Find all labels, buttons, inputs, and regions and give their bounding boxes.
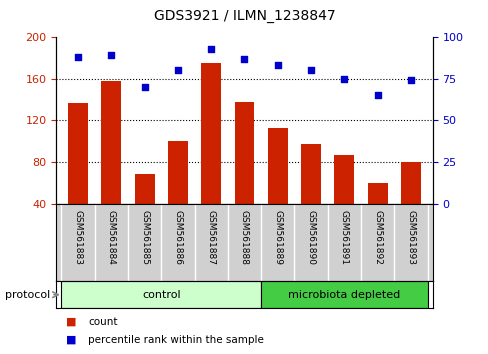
Text: percentile rank within the sample: percentile rank within the sample [88,335,264,345]
Text: count: count [88,317,117,327]
Text: ■: ■ [66,335,76,345]
Point [174,68,182,73]
Point [340,76,347,81]
Text: microbiota depleted: microbiota depleted [288,290,400,300]
Bar [61,281,261,308]
Text: GSM561885: GSM561885 [140,210,149,265]
Text: GSM561892: GSM561892 [372,210,382,265]
Text: GSM561887: GSM561887 [206,210,215,265]
Bar [367,183,387,204]
Text: control: control [142,290,180,300]
Text: GSM561886: GSM561886 [173,210,182,265]
Point [74,54,81,60]
Bar [101,81,121,204]
Point [240,56,248,62]
Text: protocol: protocol [5,290,50,300]
Bar [167,141,187,204]
Text: GSM561891: GSM561891 [339,210,348,265]
Bar [301,144,321,204]
Bar [267,128,287,204]
Text: GDS3921 / ILMN_1238847: GDS3921 / ILMN_1238847 [153,9,335,23]
Text: GSM561884: GSM561884 [106,210,116,265]
Bar [400,162,420,204]
Bar [261,281,427,308]
Point [273,63,281,68]
Point [207,46,215,52]
Point [141,84,148,90]
Text: GSM561889: GSM561889 [273,210,282,265]
Bar [134,175,154,204]
Point [107,53,115,58]
Text: GSM561883: GSM561883 [73,210,82,265]
Point [373,93,381,98]
Point [306,68,314,73]
Text: GSM561888: GSM561888 [240,210,248,265]
Bar [234,102,254,204]
Text: GSM561893: GSM561893 [406,210,415,265]
Text: GSM561890: GSM561890 [306,210,315,265]
Bar [68,103,88,204]
Point [407,78,414,83]
Bar [334,155,354,204]
Text: ■: ■ [66,317,76,327]
Bar [201,63,221,204]
